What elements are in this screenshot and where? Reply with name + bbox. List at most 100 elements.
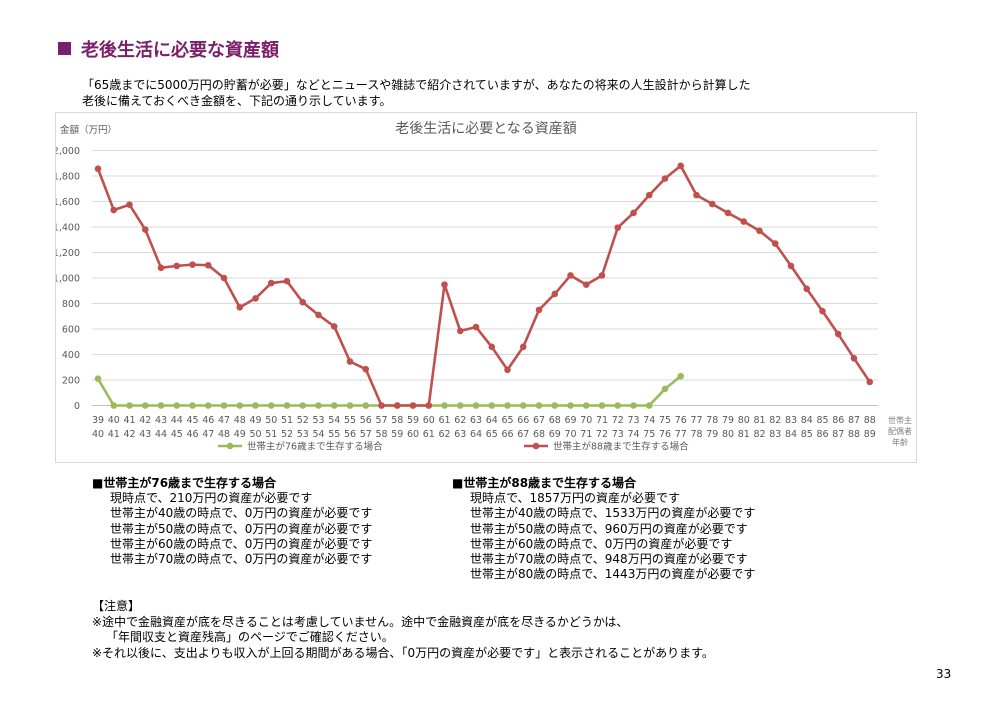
data-point: [708, 200, 716, 208]
x-tick-label: 43: [155, 415, 167, 426]
page-title-text: 老後生活に必要な資産額: [81, 40, 279, 61]
data-point: [409, 402, 417, 409]
y-tick-label: 200: [62, 376, 80, 387]
y-tick-label: 1,200: [56, 248, 80, 259]
data-point: [724, 209, 732, 217]
legend-swatch-marker: [226, 442, 234, 450]
data-point: [141, 402, 149, 409]
x-tick-label: 66: [501, 429, 513, 440]
x-tick-label: 66: [517, 415, 529, 426]
x-tick-label: 76: [675, 415, 687, 426]
data-point: [94, 165, 102, 173]
data-point: [472, 323, 480, 331]
data-point: [441, 402, 448, 409]
data-point: [598, 402, 606, 409]
x-tick-label: 87: [832, 429, 844, 440]
legend-label: 世帯主が76歳まで生存する場合: [247, 441, 383, 453]
y-tick-label: 1,000: [56, 274, 80, 285]
notes-line: 「年間収支と資産残高」のページでご確認ください。: [106, 630, 394, 645]
data-point: [362, 365, 370, 373]
x-tick-label: 89: [864, 429, 876, 440]
data-point: [393, 402, 401, 409]
data-point: [236, 304, 244, 311]
legend-swatch-marker: [532, 442, 540, 450]
x-tick-label: 51: [281, 415, 293, 426]
data-point: [582, 281, 590, 288]
data-point: [252, 402, 259, 409]
data-point: [504, 366, 511, 374]
data-point: [441, 281, 448, 288]
x-tick-label: 74: [643, 415, 655, 426]
data-point: [141, 226, 149, 233]
x-tick-label: 39: [92, 415, 104, 426]
x-tick-label: 56: [344, 429, 356, 440]
x-tick-label: 44: [155, 429, 167, 440]
y-tick-label: 1,800: [56, 172, 80, 183]
data-point: [94, 375, 102, 383]
x-tick-label: 87: [848, 415, 860, 426]
x-tick-label: 42: [139, 415, 151, 426]
notes-line: ※途中で金融資産が底を尽きることは考慮していません。途中で金融資産が底を尽きるか…: [92, 614, 629, 629]
x-tick-label: 57: [360, 429, 372, 440]
data-point: [834, 330, 842, 338]
data-point: [173, 262, 181, 270]
y-tick-label: 1,400: [56, 223, 80, 234]
x-tick-label: 65: [486, 429, 498, 440]
data-point: [378, 402, 385, 409]
legend-label: 世帯主が88歳まで生存する場合: [553, 441, 689, 453]
x-tick-label: 88: [848, 429, 860, 440]
data-point: [315, 402, 322, 409]
x-tick-label: 71: [596, 415, 608, 426]
y-tick-label: 800: [62, 299, 80, 310]
x-tick-label: 41: [123, 415, 135, 426]
asset-chart: 老後生活に必要となる資産額 金額（万円） 0 200 400 600 800 1,000 1,2…: [55, 112, 917, 463]
data-point: [756, 227, 763, 235]
summary-88-line: 世帯主が80歳の時点で、1443万円の資産が必要です: [470, 567, 756, 582]
x-tick-label: 53: [297, 429, 309, 440]
data-point: [315, 311, 322, 319]
x-tick-label: 40: [108, 415, 120, 426]
summary-76: ■世帯主が76歳まで生存する場合 現時点で、210万円の資産が必要です 世帯主が…: [92, 476, 372, 567]
data-point: [519, 343, 527, 351]
data-point: [771, 240, 779, 247]
x-tick-label: 40: [92, 429, 104, 440]
x-tick-label: 84: [785, 429, 797, 440]
data-point: [740, 218, 748, 225]
data-point: [551, 402, 559, 409]
x-tick-label: 75: [659, 415, 671, 426]
data-point: [126, 402, 133, 409]
summary-88-heading: ■世帯主が88歳まで生存する場合: [452, 476, 637, 490]
data-point: [614, 402, 622, 409]
data-point: [110, 402, 118, 409]
x-tick-label: 60: [407, 429, 419, 440]
x-tick-label: 56: [360, 415, 372, 426]
x-tick-label: 52: [297, 415, 309, 426]
x-tick-label: 77: [675, 429, 687, 440]
x-tick-label: 46: [202, 415, 214, 426]
x-tick-label: 73: [612, 429, 624, 440]
data-point: [204, 261, 212, 269]
x-tick-label: 68: [533, 429, 545, 440]
summary-76-line: 世帯主が50歳の時点で、0万円の資産が必要です: [110, 521, 373, 536]
data-point: [283, 277, 291, 285]
series-line-1: [96, 375, 682, 407]
x-tick-label: 85: [816, 415, 828, 426]
x-tick-label: 47: [218, 415, 230, 426]
y-tick-label: 2,000: [56, 146, 80, 157]
x-tick-label: 64: [486, 415, 498, 426]
data-point: [157, 402, 165, 409]
x-tick-label: 67: [517, 429, 529, 440]
summary-88-line: 世帯主が60歳の時点で、0万円の資産が必要です: [470, 536, 733, 551]
data-point: [488, 402, 496, 409]
data-point: [819, 307, 826, 315]
data-point: [866, 378, 874, 386]
x-tick-label: 82: [769, 415, 781, 426]
data-point: [787, 262, 795, 270]
x-tick-label: 43: [139, 429, 151, 440]
x-tick-label: 70: [580, 415, 592, 426]
page-number: 33: [936, 667, 952, 681]
y-tick-label: 0: [74, 401, 80, 412]
x-tick-label: 52: [281, 429, 293, 440]
notes-heading: 【注意】: [92, 599, 141, 613]
data-point: [850, 355, 858, 362]
